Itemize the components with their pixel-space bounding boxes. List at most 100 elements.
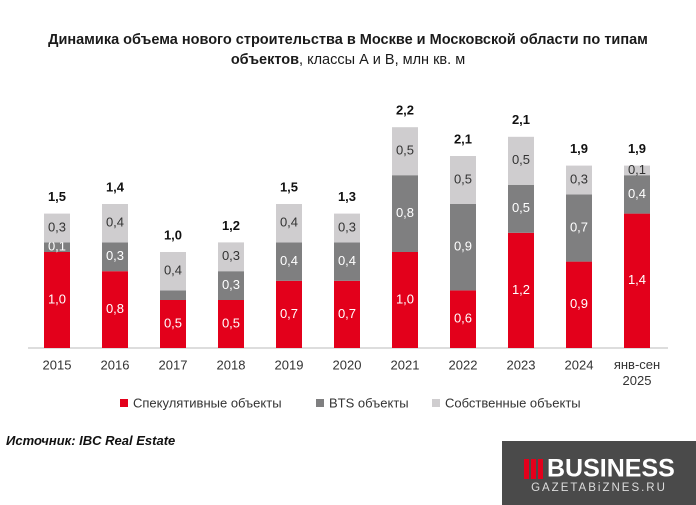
bar-segment [508,136,534,185]
value-label: 0,3 [222,248,240,263]
logo-site: GAZETABiZNES.RU [531,482,667,494]
value-label: 0,9 [454,239,472,254]
bar-segment [102,242,128,272]
value-label: 0,8 [396,205,414,220]
value-label: 0,6 [454,311,472,326]
value-label: 0,3 [222,277,240,292]
x-tick-label: 2015 [43,357,72,372]
legend-label: BTS объекты [329,395,409,410]
x-tick-label: 2021 [391,357,420,372]
value-label: 0,4 [280,253,298,268]
bar-segment [450,156,476,204]
bar-segment [508,232,534,348]
logo-bar [531,459,536,479]
x-tick-label: 2022 [449,357,478,372]
legend-label: Спекулятивные объекты [133,395,282,410]
bar-segment [44,252,70,348]
total-label: 1,4 [106,179,125,194]
x-tick-line: 2025 [623,373,652,388]
value-label: 0,5 [222,315,240,330]
bar-segment [160,290,186,300]
value-label: 0,4 [280,215,298,230]
value-label: 0,5 [454,171,472,186]
bar-segment [276,242,302,281]
x-tick-label: 2020 [333,357,362,372]
legend-swatch [432,399,440,407]
total-label: 1,5 [48,189,66,204]
bar-segment [334,280,360,348]
bar-segment [624,165,650,176]
total-label: 2,2 [396,103,414,118]
x-tick-label: 2019 [275,357,304,372]
bar-segment [160,300,186,348]
logo: BUSINESS GAZETABiZNES.RU [502,441,696,505]
value-label: 0,7 [570,219,588,234]
value-label: 1,0 [396,291,414,306]
bar-segment [450,290,476,348]
bar-segment [334,242,360,281]
value-label: 1,4 [628,272,646,287]
bar-segment [392,127,418,176]
bar-segment [392,175,418,252]
value-label: 0,4 [106,215,124,230]
bar-segment [102,271,128,348]
x-tick-label: 2024 [565,357,594,372]
bar-segment [624,213,650,348]
value-label: 0,3 [338,219,356,234]
value-label: 0,5 [396,143,414,158]
bar-segment [218,271,244,300]
x-tick-label: янв-сен 2025 [614,357,660,388]
bar-segment [334,213,360,243]
bar-segment [624,175,650,214]
bar-segment [566,261,592,348]
value-label: 1,2 [512,282,530,297]
bar-segment [508,184,534,233]
bar-segment [218,300,244,348]
total-label: 1,5 [280,179,298,194]
x-tick-label: 2023 [507,357,536,372]
value-label: 0,5 [512,152,530,167]
value-label: 0,3 [106,248,124,263]
bar-segment [392,252,418,348]
legend-swatch [316,399,324,407]
legend-swatch [120,399,128,407]
total-label: 2,1 [512,112,530,127]
value-label: 0,5 [164,315,182,330]
bar-segment [160,252,186,291]
bar-segment [276,280,302,348]
total-label: 1,3 [338,189,356,204]
logo-bar [538,459,543,479]
value-label: 0,7 [338,306,356,321]
value-label: 0,4 [164,263,182,278]
total-label: 1,0 [164,227,182,242]
bar-segment [566,194,592,262]
title: Динамика объема нового строительства в М… [48,32,648,68]
logo-name: BUSINESS [547,455,675,483]
logo-bar [524,459,529,479]
value-label: 0,1 [628,162,646,177]
total-label: 1,9 [570,141,588,156]
value-label: 0,3 [48,219,66,234]
value-label: 0,4 [628,186,646,201]
value-label: 0,5 [512,200,530,215]
x-tick-label: 2016 [101,357,130,372]
value-label: 0,7 [280,306,298,321]
bar-segment [276,204,302,243]
subtitle: , классы А и B, млн кв. м [299,52,466,68]
bar-segment [44,242,70,252]
value-label: 0,8 [106,301,124,316]
legend-label: Собственные объекты [445,395,581,410]
x-tick-label: 2018 [217,357,246,372]
bar-segment [450,204,476,291]
bar-segment [44,213,70,243]
bar-segment [566,165,592,195]
bar-segment [102,204,128,243]
x-tick-line: янв-сен [614,357,660,372]
logo-art: BUSINESS GAZETABiZNES.RU [524,455,675,494]
total-label: 1,2 [222,218,240,233]
value-label: 1,0 [48,291,66,306]
chart-title: Динамика объема нового строительства в М… [20,30,676,70]
source: Источник: IBC Real Estate [6,433,176,448]
